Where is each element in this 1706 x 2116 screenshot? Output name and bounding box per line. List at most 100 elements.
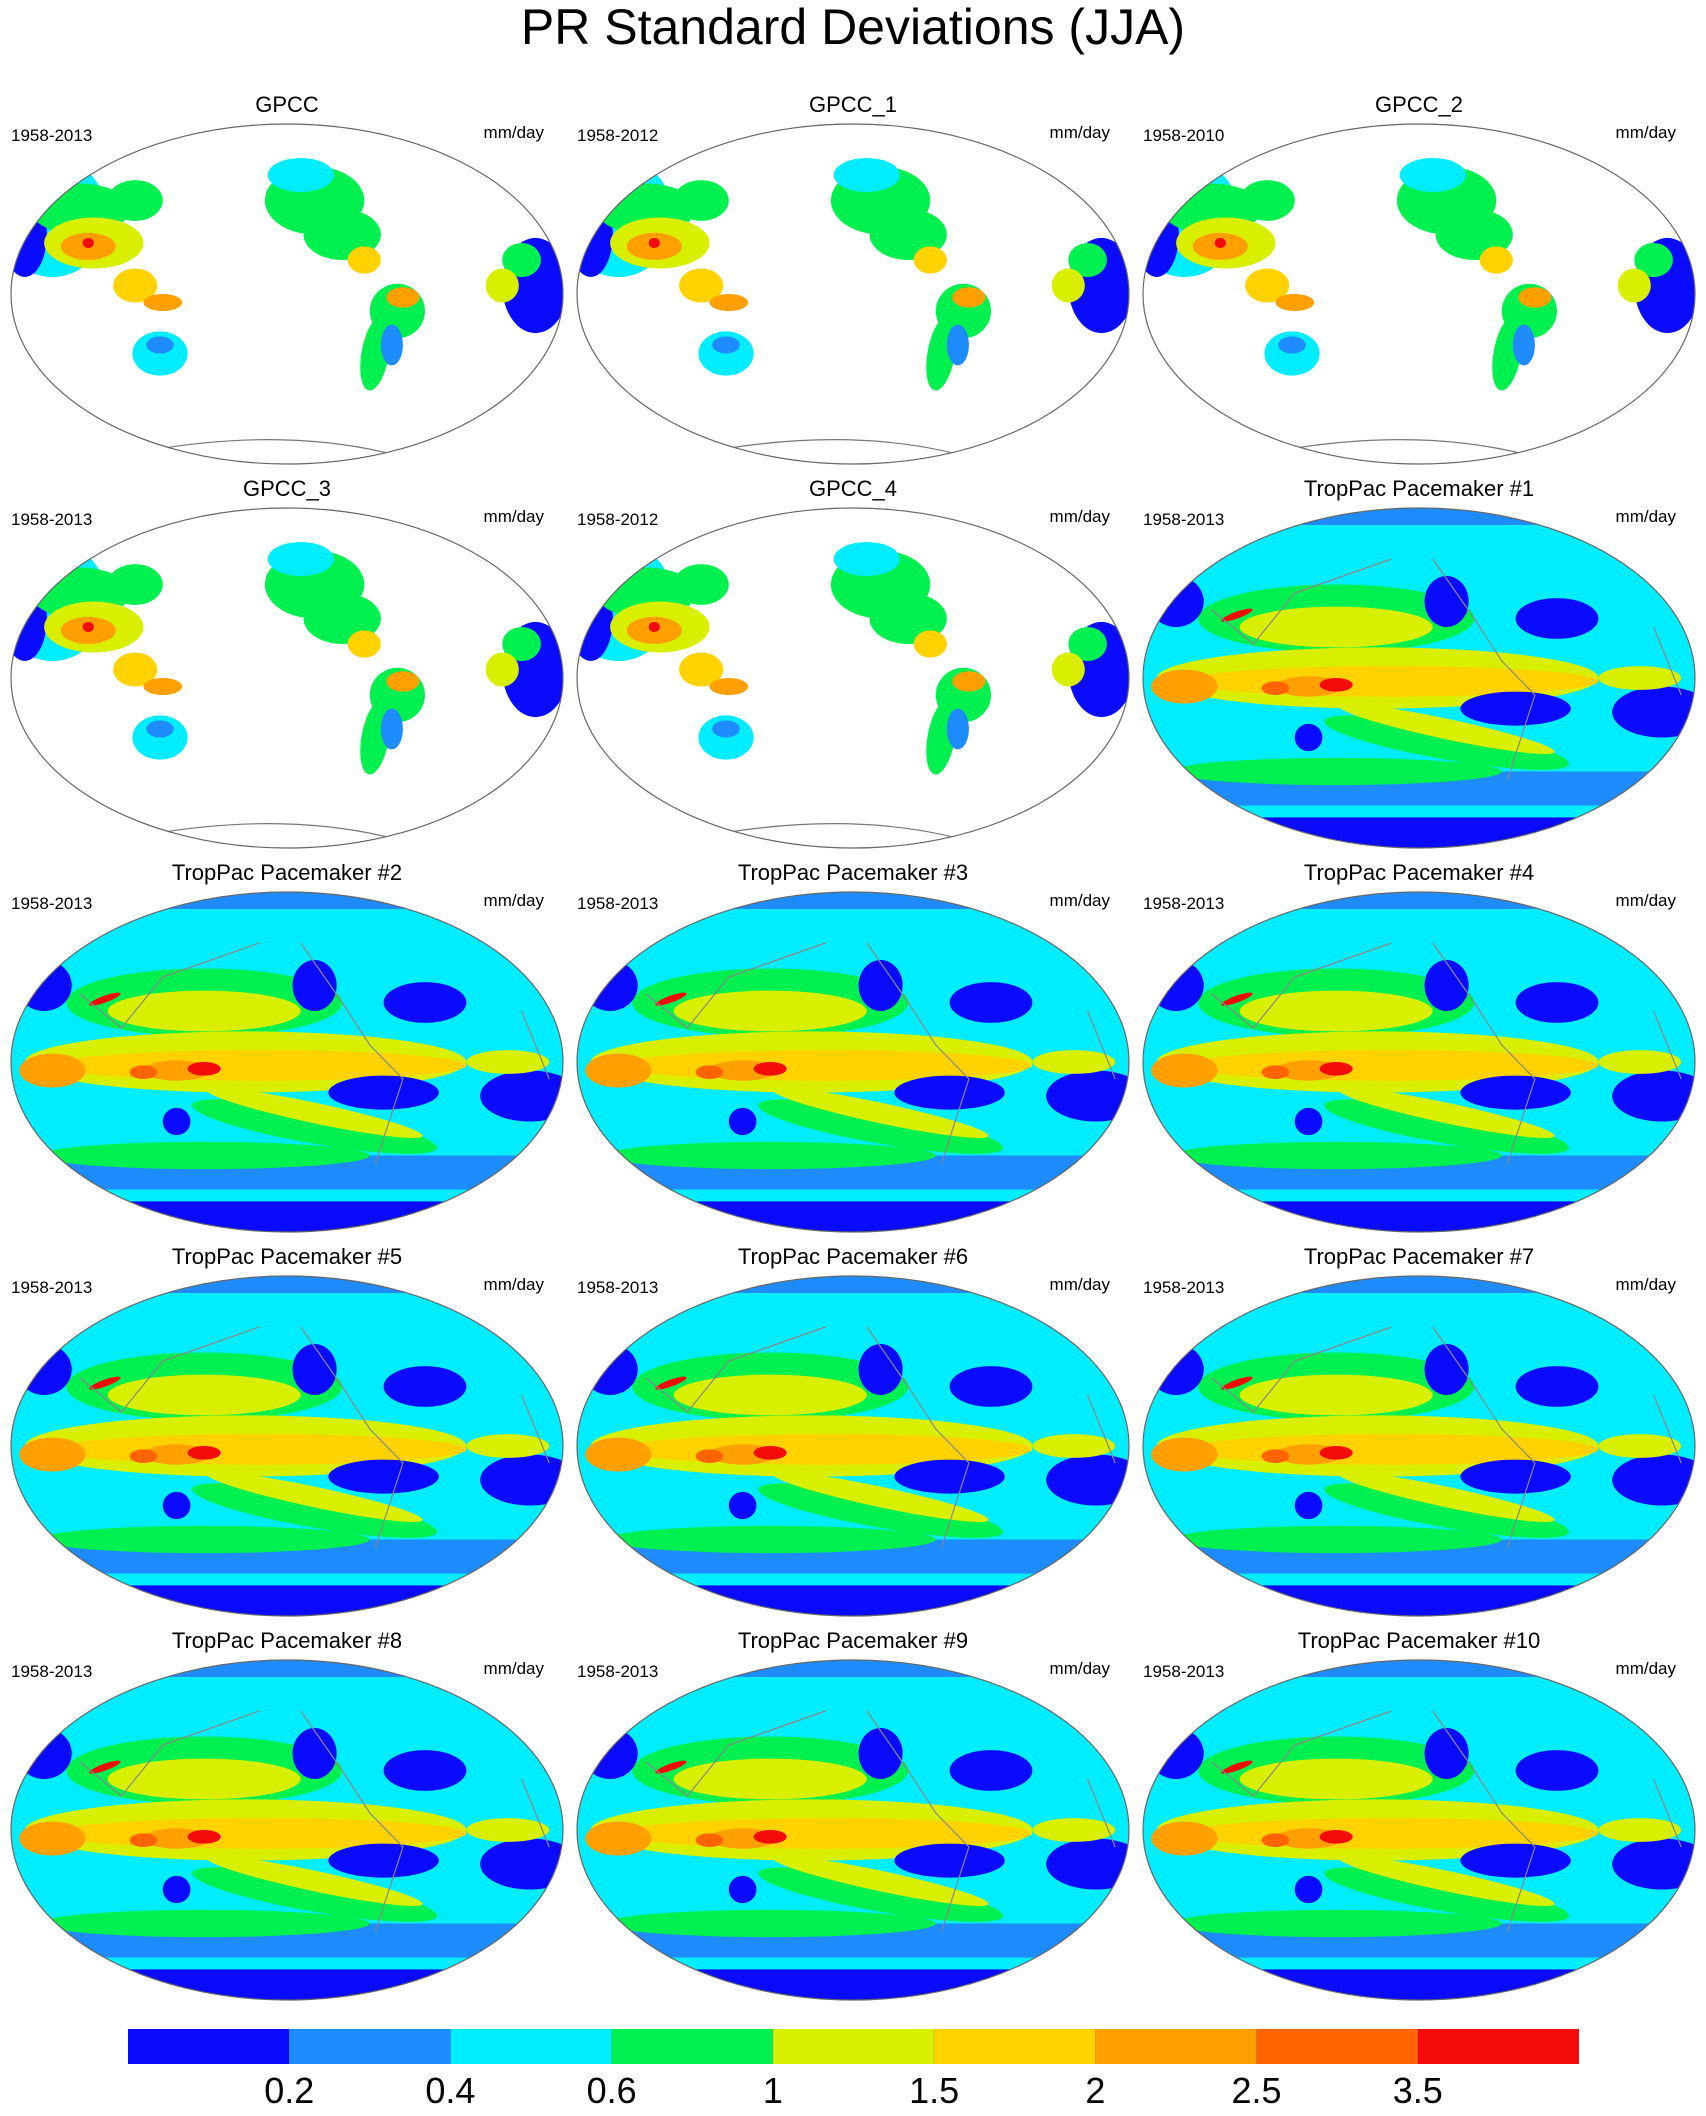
map-field bbox=[11, 1660, 563, 2000]
map-field bbox=[1143, 508, 1695, 848]
colorbar-label: 0.2 bbox=[264, 2070, 314, 2111]
map-outline bbox=[576, 507, 1130, 849]
map-field bbox=[11, 508, 563, 848]
colorbar-label: 0.6 bbox=[587, 2070, 637, 2111]
panel-period: 1958-2012 bbox=[577, 510, 658, 529]
color-box bbox=[128, 2029, 290, 2064]
map-outline bbox=[576, 123, 1130, 465]
color-box bbox=[289, 2029, 451, 2064]
panel-units: mm/day bbox=[1050, 507, 1111, 526]
panel-units: mm/day bbox=[1616, 1275, 1677, 1294]
panel-title: TropPac Pacemaker #5 bbox=[172, 1244, 402, 1269]
color-box bbox=[1095, 2029, 1257, 2064]
panel-units: mm/day bbox=[1050, 1275, 1111, 1294]
map-outline bbox=[10, 891, 564, 1233]
panel-title: TropPac Pacemaker #7 bbox=[1304, 1244, 1534, 1269]
map-panel: TropPac Pacemaker #10 1958-2013 mm/day bbox=[1142, 1628, 1696, 2001]
panel-title: TropPac Pacemaker #2 bbox=[172, 860, 402, 885]
colorbar: 0.2 0.4 0.6 1 1.5 2 2.5 3.5 bbox=[128, 2029, 1579, 2111]
panel-units: mm/day bbox=[1616, 507, 1677, 526]
panel-period: 1958-2013 bbox=[1143, 894, 1224, 913]
map-outline bbox=[1142, 891, 1696, 1233]
map-panel: GPCC_1 1958-2012 mm/day bbox=[576, 92, 1130, 465]
map-outline bbox=[10, 1659, 564, 2001]
map-outline bbox=[10, 1275, 564, 1617]
map-outline bbox=[576, 891, 1130, 1233]
panel-units: mm/day bbox=[484, 1659, 545, 1678]
panel-units: mm/day bbox=[1616, 1659, 1677, 1678]
map-outline bbox=[10, 507, 564, 849]
map-panel: GPCC_4 1958-2012 mm/day bbox=[576, 476, 1130, 849]
panel-period: 1958-2013 bbox=[577, 1278, 658, 1297]
panel-title: GPCC_4 bbox=[809, 476, 897, 501]
map-panel: TropPac Pacemaker #1 1958-2013 mm/day bbox=[1142, 476, 1696, 849]
panel-title: GPCC bbox=[255, 92, 319, 117]
panel-period: 1958-2013 bbox=[11, 510, 92, 529]
panel-title: GPCC_3 bbox=[243, 476, 331, 501]
colorbar-label: 2.5 bbox=[1232, 2070, 1282, 2111]
map-panel: TropPac Pacemaker #3 1958-2013 mm/day bbox=[576, 860, 1130, 1233]
panel-units: mm/day bbox=[1050, 891, 1111, 910]
map-field bbox=[11, 892, 563, 1232]
panel-period: 1958-2013 bbox=[11, 1662, 92, 1681]
panel-period: 1958-2013 bbox=[11, 1278, 92, 1297]
map-field bbox=[11, 1276, 563, 1616]
panel-period: 1958-2010 bbox=[1143, 126, 1224, 145]
color-box bbox=[1417, 2029, 1579, 2064]
panel-units: mm/day bbox=[1050, 1659, 1111, 1678]
panel-units: mm/day bbox=[1616, 123, 1677, 142]
panel-title: TropPac Pacemaker #8 bbox=[172, 1628, 402, 1653]
panel-units: mm/day bbox=[1050, 123, 1111, 142]
panel-period: 1958-2012 bbox=[577, 126, 658, 145]
panel-period: 1958-2013 bbox=[577, 1662, 658, 1681]
panel-period: 1958-2013 bbox=[1143, 1662, 1224, 1681]
color-box bbox=[450, 2029, 612, 2064]
colorbar-label: 3.5 bbox=[1393, 2070, 1443, 2111]
map-outline bbox=[576, 1275, 1130, 1617]
map-panel: TropPac Pacemaker #8 1958-2013 mm/day bbox=[10, 1628, 564, 2001]
colorbar-label: 0.4 bbox=[425, 2070, 475, 2111]
panel-units: mm/day bbox=[484, 123, 545, 142]
panel-title: TropPac Pacemaker #10 bbox=[1298, 1628, 1541, 1653]
panel-period: 1958-2013 bbox=[1143, 510, 1224, 529]
color-box bbox=[772, 2029, 935, 2064]
color-box bbox=[1256, 2029, 1418, 2064]
panel-title: TropPac Pacemaker #9 bbox=[738, 1628, 968, 1653]
map-panel: GPCC_2 1958-2010 mm/day bbox=[1142, 92, 1696, 465]
map-panel: TropPac Pacemaker #9 1958-2013 mm/day bbox=[576, 1628, 1130, 2001]
map-field bbox=[577, 892, 1129, 1232]
map-field bbox=[577, 124, 1129, 464]
map-panel: GPCC 1958-2013 mm/day bbox=[10, 92, 564, 465]
panel-period: 1958-2013 bbox=[11, 126, 92, 145]
map-field bbox=[577, 1660, 1129, 2000]
panel-title: GPCC_1 bbox=[809, 92, 897, 117]
panel-title: TropPac Pacemaker #1 bbox=[1304, 476, 1534, 501]
panel-period: 1958-2013 bbox=[1143, 1278, 1224, 1297]
map-outline bbox=[1142, 1275, 1696, 1617]
map-outline bbox=[1142, 123, 1696, 465]
map-field bbox=[577, 508, 1129, 848]
map-panel: GPCC_3 1958-2013 mm/day bbox=[10, 476, 564, 849]
map-panel: TropPac Pacemaker #4 1958-2013 mm/day bbox=[1142, 860, 1696, 1233]
figure-title: PR Standard Deviations (JJA) bbox=[521, 0, 1185, 55]
map-outline bbox=[576, 1659, 1130, 2001]
panel-units: mm/day bbox=[484, 1275, 545, 1294]
panel-title: TropPac Pacemaker #3 bbox=[738, 860, 968, 885]
panel-period: 1958-2013 bbox=[577, 894, 658, 913]
panel-units: mm/day bbox=[484, 507, 545, 526]
panel-units: mm/day bbox=[484, 891, 545, 910]
map-panel: TropPac Pacemaker #2 1958-2013 mm/day bbox=[10, 860, 564, 1233]
map-outline bbox=[1142, 1659, 1696, 2001]
panel-title: TropPac Pacemaker #4 bbox=[1304, 860, 1534, 885]
map-field bbox=[577, 1276, 1129, 1616]
colorbar-label: 2 bbox=[1085, 2070, 1105, 2111]
panel-units: mm/day bbox=[1616, 891, 1677, 910]
map-panel: TropPac Pacemaker #5 1958-2013 mm/day bbox=[10, 1244, 564, 1617]
map-outline bbox=[10, 123, 564, 465]
map-panel: TropPac Pacemaker #6 1958-2013 mm/day bbox=[576, 1244, 1130, 1617]
panel-period: 1958-2013 bbox=[11, 894, 92, 913]
map-panel: TropPac Pacemaker #7 1958-2013 mm/day bbox=[1142, 1244, 1696, 1617]
map-field bbox=[1143, 124, 1695, 464]
